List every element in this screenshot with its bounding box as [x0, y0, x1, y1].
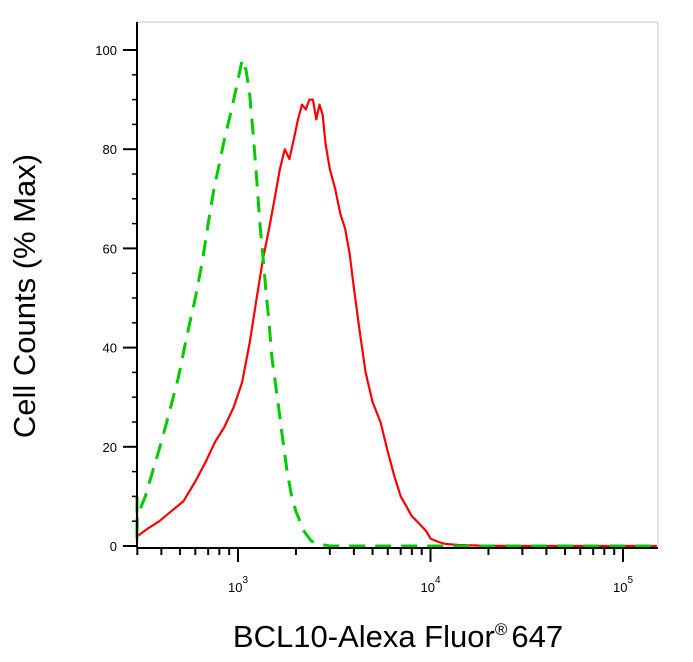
x-axis-title-suffix: 647 — [511, 619, 563, 654]
registered-mark: ® — [495, 620, 508, 639]
y-tick-label: 60 — [103, 241, 117, 256]
y-tick-label: 0 — [110, 539, 117, 554]
x-tick-label: 103 — [228, 575, 248, 595]
y-tick-label: 100 — [95, 43, 117, 58]
x-axis-title: BCL10-Alexa Fluor® 647 — [233, 619, 563, 654]
x-axis-ticks: 103 104 105 — [136, 548, 633, 595]
x-axis-title-text: BCL10-Alexa Fluor — [233, 619, 495, 654]
y-axis-title: Cell Counts (% Max) — [7, 154, 42, 438]
x-tick-label: 104 — [420, 575, 440, 595]
plot-area-frame — [136, 21, 659, 549]
series-line-solid — [135, 98, 657, 548]
y-axis-ticks: 0 20 40 60 80 100 — [95, 43, 137, 554]
series-layer — [135, 58, 657, 548]
series-line-dashed — [135, 58, 657, 548]
y-tick-label: 40 — [103, 341, 117, 356]
x-tick-label: 105 — [613, 575, 633, 595]
y-tick-label: 20 — [103, 440, 117, 455]
y-tick-label: 80 — [103, 142, 117, 157]
